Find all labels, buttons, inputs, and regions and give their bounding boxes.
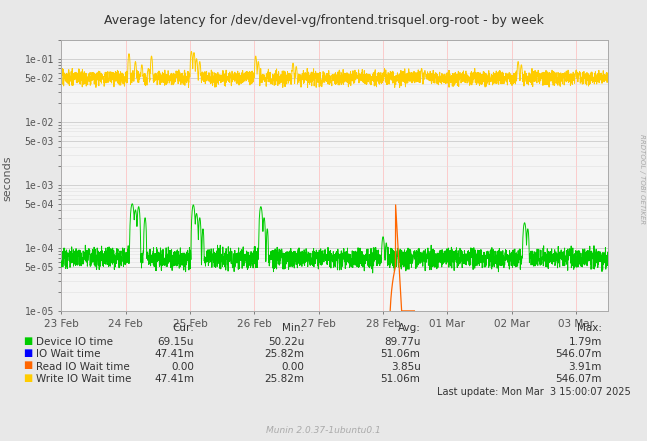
- Text: Device IO time: Device IO time: [36, 337, 113, 347]
- Text: 51.06m: 51.06m: [380, 374, 421, 384]
- Text: Max:: Max:: [576, 323, 602, 333]
- Text: 3.91m: 3.91m: [568, 362, 602, 372]
- Text: Avg:: Avg:: [398, 323, 421, 333]
- Text: 47.41m: 47.41m: [154, 374, 194, 384]
- Text: 3.85u: 3.85u: [391, 362, 421, 372]
- Text: 546.07m: 546.07m: [555, 349, 602, 359]
- Text: ■: ■: [23, 336, 32, 346]
- Text: 51.06m: 51.06m: [380, 349, 421, 359]
- Text: 0.00: 0.00: [171, 362, 194, 372]
- Text: 0.00: 0.00: [281, 362, 304, 372]
- Text: ■: ■: [23, 348, 32, 358]
- Text: 50.22u: 50.22u: [268, 337, 304, 347]
- Text: 25.82m: 25.82m: [264, 349, 304, 359]
- Text: Munin 2.0.37-1ubuntu0.1: Munin 2.0.37-1ubuntu0.1: [266, 426, 381, 435]
- Text: Write IO Wait time: Write IO Wait time: [36, 374, 131, 384]
- Text: IO Wait time: IO Wait time: [36, 349, 100, 359]
- Text: ■: ■: [23, 360, 32, 370]
- Text: Last update: Mon Mar  3 15:00:07 2025: Last update: Mon Mar 3 15:00:07 2025: [437, 387, 631, 397]
- Text: Min:: Min:: [282, 323, 304, 333]
- Text: 69.15u: 69.15u: [158, 337, 194, 347]
- Text: 1.79m: 1.79m: [568, 337, 602, 347]
- Text: RRDTOOL / TOBI OETIKER: RRDTOOL / TOBI OETIKER: [639, 134, 646, 224]
- Text: 89.77u: 89.77u: [384, 337, 421, 347]
- Text: 25.82m: 25.82m: [264, 374, 304, 384]
- Text: Cur:: Cur:: [172, 323, 194, 333]
- Text: ■: ■: [23, 373, 32, 383]
- Text: 546.07m: 546.07m: [555, 374, 602, 384]
- Text: Read IO Wait time: Read IO Wait time: [36, 362, 129, 372]
- Text: seconds: seconds: [3, 156, 13, 202]
- Text: Average latency for /dev/devel-vg/frontend.trisquel.org-root - by week: Average latency for /dev/devel-vg/fronte…: [104, 14, 543, 27]
- Text: 47.41m: 47.41m: [154, 349, 194, 359]
